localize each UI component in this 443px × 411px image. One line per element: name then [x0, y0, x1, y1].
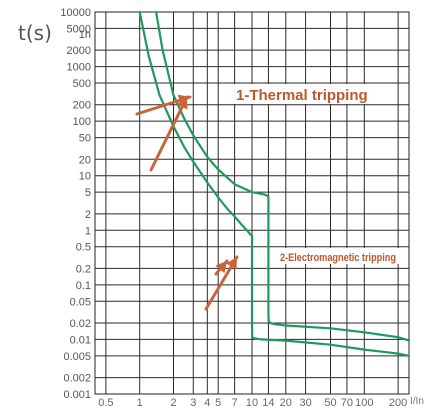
y-tick-label: 0.005 — [63, 351, 91, 363]
y-tick-label: 0.1 — [76, 280, 91, 292]
y-tick-label: 200 — [73, 100, 91, 112]
x-tick-label: 3 — [190, 397, 196, 409]
y-tick-label: 500 — [73, 78, 91, 90]
x-tick-label: 70 — [341, 397, 353, 409]
y-tick-label: 10000 — [60, 7, 91, 19]
y-tick-label: 50 — [79, 133, 91, 145]
y-tick-label: 2 — [85, 209, 91, 221]
y-tick-label: 0.02 — [70, 318, 91, 330]
y-tick-label: 1000 — [67, 62, 91, 74]
y-tick-label: 20 — [79, 154, 91, 166]
x-tick-label: 20 — [280, 397, 292, 409]
y-tick-label: 0.05 — [70, 296, 91, 308]
x-tick-label: 7 — [232, 397, 238, 409]
x-tick-label: 14 — [262, 397, 274, 409]
x-tick-label: 1 — [137, 397, 143, 409]
y-tick-label: 1 — [85, 225, 91, 237]
x-tick-label: 10 — [246, 397, 258, 409]
electromagnetic-tripping-label: 2-Electromagnetic tripping — [280, 252, 396, 264]
y-tick-label: 5 — [85, 187, 91, 199]
x-tick-label: 200 — [389, 397, 407, 409]
y-axis-title: t(s) — [18, 21, 52, 45]
y-tick-label: 0.001 — [63, 389, 91, 401]
y-tick-label: 0.01 — [70, 334, 91, 346]
y-tick-label: 2000 — [67, 45, 91, 57]
y-tick-label: 100 — [73, 116, 91, 128]
x-tick-label: 5 — [215, 397, 221, 409]
x-tick-label: 100 — [355, 397, 373, 409]
x-axis-title: I/In — [410, 396, 424, 407]
x-tick-label: 4 — [204, 397, 210, 409]
y-tick-label: 10 — [79, 171, 91, 183]
x-tick-label: 0.5 — [98, 397, 113, 409]
x-tick-label: 30 — [299, 397, 311, 409]
y-tick-label: 0.5 — [76, 242, 91, 254]
x-tick-label: 50 — [324, 397, 336, 409]
x-tick-label: 2 — [170, 397, 176, 409]
thermal-tripping-label: 1-Thermal tripping — [236, 87, 368, 104]
y-tick-label: 0.002 — [63, 373, 91, 385]
y-tick-label: 1h — [79, 29, 91, 41]
y-tick-label: 0.2 — [76, 263, 91, 275]
